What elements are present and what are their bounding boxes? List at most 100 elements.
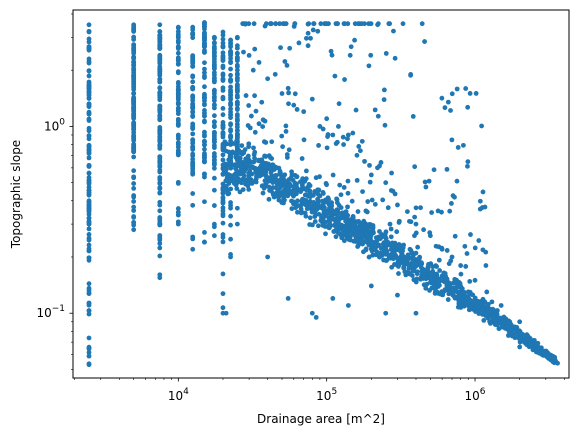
data-point [190,191,196,196]
data-point [369,197,375,203]
data-point [267,188,273,193]
data-point [262,153,268,159]
data-point [220,291,226,297]
data-point [342,77,347,82]
data-point [223,310,229,316]
data-point [228,186,234,192]
data-point [307,215,313,221]
data-point [234,186,240,192]
data-point [454,178,460,184]
data-point [175,89,181,95]
data-point [289,190,295,196]
data-point [157,29,163,35]
data-point [211,175,217,181]
data-point [313,175,319,181]
data-point [86,151,92,156]
data-point [131,46,137,52]
data-point [334,21,340,27]
data-point [481,317,487,323]
data-point [234,99,240,105]
data-point [423,184,429,190]
data-point [220,232,226,237]
data-point [190,246,196,252]
data-point [389,170,394,176]
data-point [365,225,371,231]
x-axis-label: Drainage area [m^2] [257,412,385,426]
data-point [220,305,226,311]
data-point [439,289,445,295]
data-point [477,198,483,204]
data-point [246,187,252,192]
data-point [518,339,523,344]
data-point [202,95,207,101]
data-point [246,53,252,58]
data-point [131,34,137,40]
data-point [375,113,381,119]
data-point [346,237,352,242]
data-point [312,208,318,213]
data-point [175,29,181,35]
data-point [86,109,92,115]
data-point [446,261,452,267]
data-point [202,20,207,25]
data-point [498,315,503,321]
data-point [550,355,556,360]
data-point [332,73,338,79]
data-point [414,276,420,282]
data-point [86,73,92,79]
data-point [391,249,397,255]
data-point [286,147,292,153]
data-point [315,191,321,197]
data-point [268,170,274,176]
data-point [190,74,196,80]
data-point [365,199,371,204]
data-point [86,255,92,261]
data-point [157,79,163,85]
data-point [221,162,227,167]
data-point [337,211,343,217]
data-point [86,345,92,351]
x-tick-label: 105 [316,387,337,403]
data-point [220,88,226,93]
data-point [293,205,298,211]
data-point [211,44,217,50]
data-point [372,201,378,207]
data-point [243,93,249,98]
data-point [311,21,316,27]
data-point [308,35,313,41]
data-point [343,209,349,215]
data-point [491,307,496,313]
data-point [86,84,92,89]
data-point [309,96,315,102]
data-point [383,51,389,56]
data-point [237,189,243,195]
data-point [252,129,258,135]
data-point [449,91,455,97]
data-point [412,164,418,170]
data-point [456,280,462,285]
data-point [131,204,137,210]
data-point [220,56,226,62]
data-point [356,242,361,248]
data-point [324,116,330,122]
data-point [202,108,207,113]
data-point [396,271,401,276]
data-point [505,323,511,329]
data-point [157,185,163,191]
data-point [266,161,271,167]
data-point [131,186,137,191]
data-point [448,108,453,113]
data-point [131,107,137,112]
data-point [287,45,293,51]
data-point [233,152,239,158]
data-point [294,174,300,180]
data-point [157,61,163,66]
data-point [86,60,92,66]
data-point [86,237,92,243]
data-point [131,91,137,97]
data-point [232,171,238,177]
data-point [316,223,321,229]
data-point [234,64,240,70]
data-point [265,76,271,82]
data-point [157,241,163,246]
